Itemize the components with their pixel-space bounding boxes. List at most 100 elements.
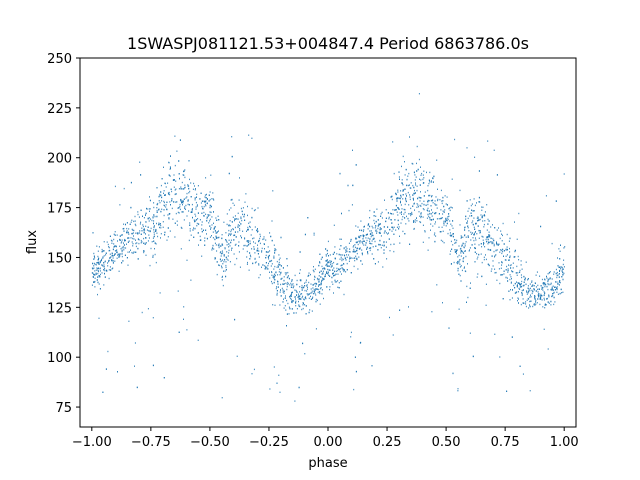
data-point bbox=[102, 256, 104, 258]
data-point bbox=[280, 278, 282, 280]
data-point bbox=[151, 241, 153, 243]
data-point bbox=[179, 177, 180, 180]
data-point bbox=[166, 201, 168, 203]
data-point bbox=[196, 193, 198, 195]
data-point bbox=[410, 214, 412, 217]
data-point bbox=[145, 225, 147, 227]
data-point bbox=[338, 253, 340, 256]
data-point bbox=[450, 240, 452, 243]
data-point bbox=[550, 283, 552, 286]
data-point bbox=[258, 276, 260, 279]
data-point bbox=[357, 243, 359, 246]
data-point bbox=[390, 219, 392, 221]
data-point bbox=[193, 236, 195, 238]
data-point bbox=[452, 233, 454, 235]
data-point bbox=[259, 274, 261, 276]
data-point bbox=[219, 258, 221, 260]
data-point bbox=[220, 251, 222, 253]
data-point bbox=[429, 218, 431, 221]
data-point bbox=[181, 227, 183, 229]
data-point bbox=[189, 228, 191, 230]
data-point bbox=[139, 223, 141, 225]
data-point bbox=[158, 195, 160, 198]
data-point bbox=[483, 226, 485, 228]
data-point bbox=[519, 288, 521, 290]
data-point bbox=[381, 244, 383, 246]
data-point bbox=[483, 258, 485, 261]
y-tick-label: 250 bbox=[47, 52, 72, 67]
data-point bbox=[114, 260, 116, 262]
data-point bbox=[353, 250, 355, 252]
data-point bbox=[557, 293, 559, 295]
data-point bbox=[325, 264, 327, 266]
data-point bbox=[161, 208, 163, 210]
data-point bbox=[500, 249, 502, 252]
data-point bbox=[337, 273, 339, 275]
data-point bbox=[447, 218, 449, 221]
data-point bbox=[185, 197, 187, 199]
data-point bbox=[145, 233, 146, 235]
data-point bbox=[156, 232, 158, 234]
data-point bbox=[153, 226, 155, 228]
data-point bbox=[427, 199, 429, 202]
data-point bbox=[304, 282, 306, 284]
data-point bbox=[305, 279, 307, 281]
data-point bbox=[217, 244, 219, 246]
data-point bbox=[339, 258, 341, 260]
data-point bbox=[363, 244, 365, 246]
data-point bbox=[533, 285, 535, 287]
data-point bbox=[215, 257, 216, 259]
data-point bbox=[423, 203, 425, 206]
data-point bbox=[416, 170, 418, 172]
data-point bbox=[509, 299, 511, 301]
data-point bbox=[230, 234, 231, 236]
data-point bbox=[392, 226, 394, 229]
data-point bbox=[244, 201, 246, 203]
data-point bbox=[563, 272, 565, 275]
data-point bbox=[288, 313, 290, 315]
data-point bbox=[313, 270, 315, 273]
data-point bbox=[119, 253, 121, 255]
data-point bbox=[97, 293, 98, 296]
data-point bbox=[399, 242, 401, 244]
data-point bbox=[514, 282, 516, 285]
data-point bbox=[543, 299, 545, 301]
data-point bbox=[171, 200, 173, 202]
data-point bbox=[389, 250, 391, 252]
data-point bbox=[377, 227, 379, 230]
data-point bbox=[459, 248, 461, 250]
data-point bbox=[93, 252, 95, 255]
data-point bbox=[397, 207, 399, 209]
data-point bbox=[132, 245, 134, 247]
data-point bbox=[274, 249, 276, 252]
data-point bbox=[93, 267, 95, 269]
data-point bbox=[103, 262, 105, 264]
data-point bbox=[112, 260, 114, 262]
data-point bbox=[217, 215, 219, 217]
data-point bbox=[301, 286, 303, 289]
data-point bbox=[512, 267, 514, 269]
data-point bbox=[474, 243, 476, 245]
data-point bbox=[390, 213, 392, 215]
data-point bbox=[122, 246, 124, 248]
data-point bbox=[266, 251, 268, 253]
data-point bbox=[171, 207, 173, 210]
data-point bbox=[278, 271, 280, 273]
data-point bbox=[416, 220, 418, 222]
data-point bbox=[210, 228, 211, 230]
data-point bbox=[348, 251, 350, 253]
data-point bbox=[286, 325, 287, 327]
data-point bbox=[274, 276, 275, 278]
data-point bbox=[353, 388, 355, 391]
x-tick-label: −0.75 bbox=[131, 435, 171, 450]
data-point bbox=[418, 196, 420, 199]
data-point bbox=[466, 285, 468, 288]
data-point bbox=[434, 200, 436, 202]
data-point bbox=[457, 267, 459, 270]
data-point bbox=[464, 229, 466, 231]
data-point bbox=[395, 209, 397, 211]
data-point bbox=[305, 297, 307, 300]
data-point bbox=[371, 234, 373, 237]
data-point bbox=[206, 202, 208, 204]
